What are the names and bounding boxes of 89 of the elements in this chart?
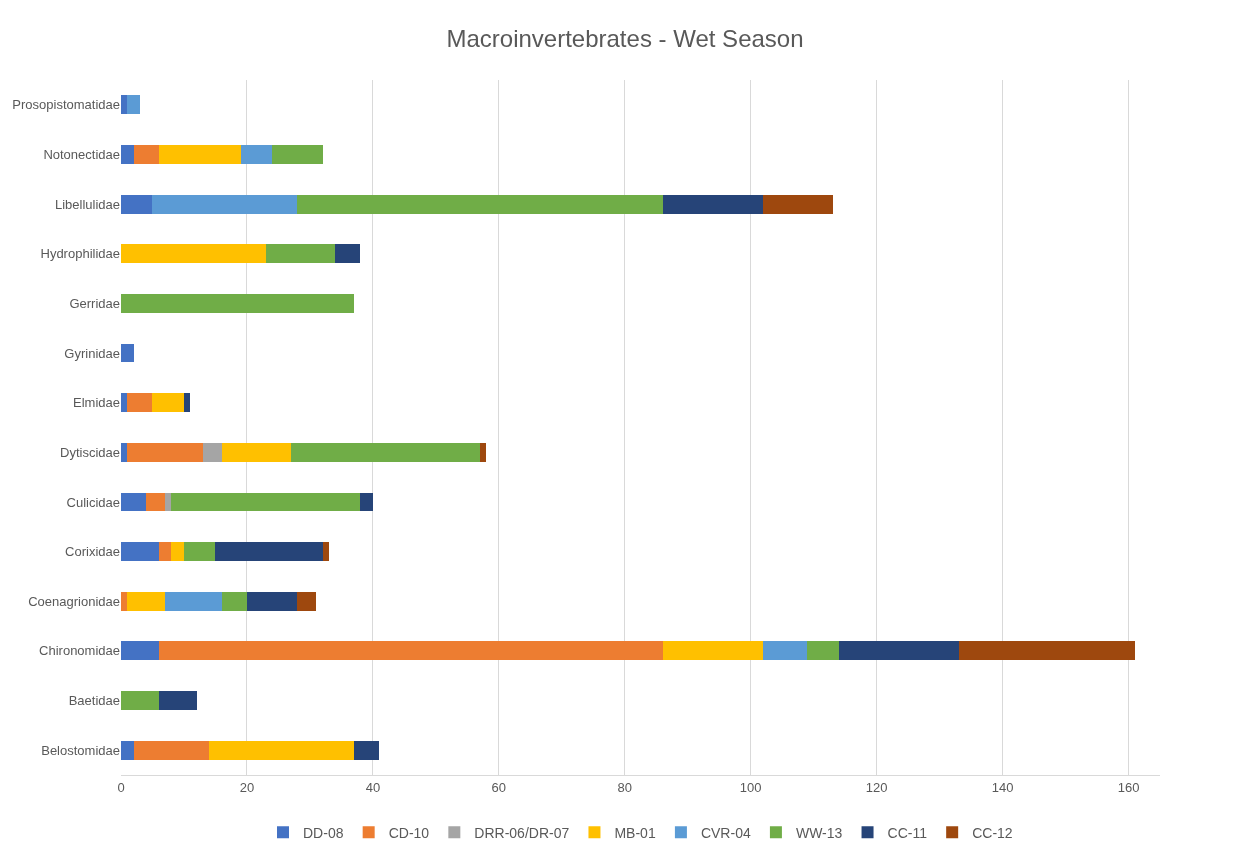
bar [121, 194, 153, 214]
legend-label: CC-12 [972, 824, 1013, 841]
legend-label: WW-13 [795, 824, 843, 841]
x-tick-label: 20 [239, 779, 255, 795]
bar [152, 194, 298, 214]
bar [183, 393, 191, 413]
y-tick-label: Corixidae [65, 544, 120, 560]
x-tick-label: 160 [1117, 779, 1140, 795]
legend-label: DD-08 [303, 824, 344, 841]
bar [121, 691, 159, 710]
bar [121, 343, 134, 363]
y-tick-label: Belostomidae [41, 742, 120, 758]
bar [121, 244, 266, 264]
legend-label: MB-01 [614, 824, 656, 841]
bar [297, 194, 663, 214]
bar [763, 194, 833, 214]
bar [127, 442, 203, 462]
bar [171, 542, 184, 562]
x-tick-label: 100 [739, 779, 762, 795]
bar [662, 194, 764, 214]
y-tick-label: Elmidae [73, 395, 120, 411]
bar [958, 641, 1135, 661]
bar [807, 641, 839, 661]
x-tick-label: 80 [617, 779, 632, 795]
bar [838, 641, 959, 661]
y-tick-label: Dytiscidae [60, 444, 120, 460]
bar [121, 293, 354, 313]
bar [353, 740, 380, 760]
y-tick-label: Coenagrionidae [28, 593, 120, 609]
bar [127, 95, 140, 115]
bar [133, 145, 159, 164]
bar [209, 740, 354, 760]
x-tick-label: 40 [365, 779, 381, 795]
bar [158, 641, 663, 661]
bar [215, 542, 323, 562]
y-tick-label: Prosopistomatidae [12, 97, 120, 113]
bar [335, 244, 361, 264]
bar [121, 740, 134, 760]
bar [121, 442, 128, 462]
bar [158, 145, 241, 164]
y-tick-label: Gyrinidae [64, 345, 120, 361]
y-tick-label: Libellulidae [54, 196, 120, 212]
bar [127, 393, 153, 413]
bar [121, 393, 128, 413]
bar [240, 145, 273, 164]
y-tick-label: Baetidae [68, 693, 120, 709]
bar [158, 691, 197, 710]
y-tick-label: Gerridae [69, 295, 120, 311]
y-tick-label: Hydrophilidae [40, 246, 120, 262]
bar [662, 641, 764, 661]
bar [479, 442, 487, 462]
bar [121, 492, 147, 512]
legend-label: CVR-04 [700, 824, 751, 841]
legend-label: CC-11 [887, 824, 928, 841]
bar [291, 442, 480, 462]
bar [322, 542, 329, 562]
bar [763, 641, 808, 661]
bar [158, 542, 172, 562]
y-tick-label: Notonectidae [43, 147, 120, 163]
y-tick-label: Culicidae [66, 494, 120, 510]
bar [297, 591, 317, 611]
bar [121, 95, 128, 115]
bar [121, 145, 134, 164]
bar [146, 492, 166, 512]
x-tick-label: 0 [117, 779, 125, 795]
bar [265, 244, 336, 264]
bar [121, 542, 159, 562]
bar [171, 492, 361, 512]
x-tick-label: 120 [865, 779, 888, 795]
bar [152, 393, 184, 413]
bar [127, 591, 166, 611]
legend-label: CD-10 [388, 824, 430, 841]
y-tick-label: Chironomidae [39, 643, 120, 659]
bar [183, 542, 216, 562]
x-tick-label: 140 [991, 779, 1014, 795]
bar [221, 442, 292, 462]
x-tick-label: 60 [491, 779, 507, 795]
bar [165, 591, 222, 611]
bar [221, 591, 247, 611]
bar [133, 740, 210, 760]
bar [165, 492, 172, 512]
bar [202, 442, 222, 462]
bar [246, 591, 298, 611]
legend-label: DRR-06/DR-07 [474, 824, 570, 841]
bar [121, 591, 128, 611]
chart-title: Macroinvertebrates - Wet Season [446, 24, 804, 52]
bar [360, 492, 373, 512]
bar [272, 145, 323, 164]
bar [121, 641, 159, 661]
